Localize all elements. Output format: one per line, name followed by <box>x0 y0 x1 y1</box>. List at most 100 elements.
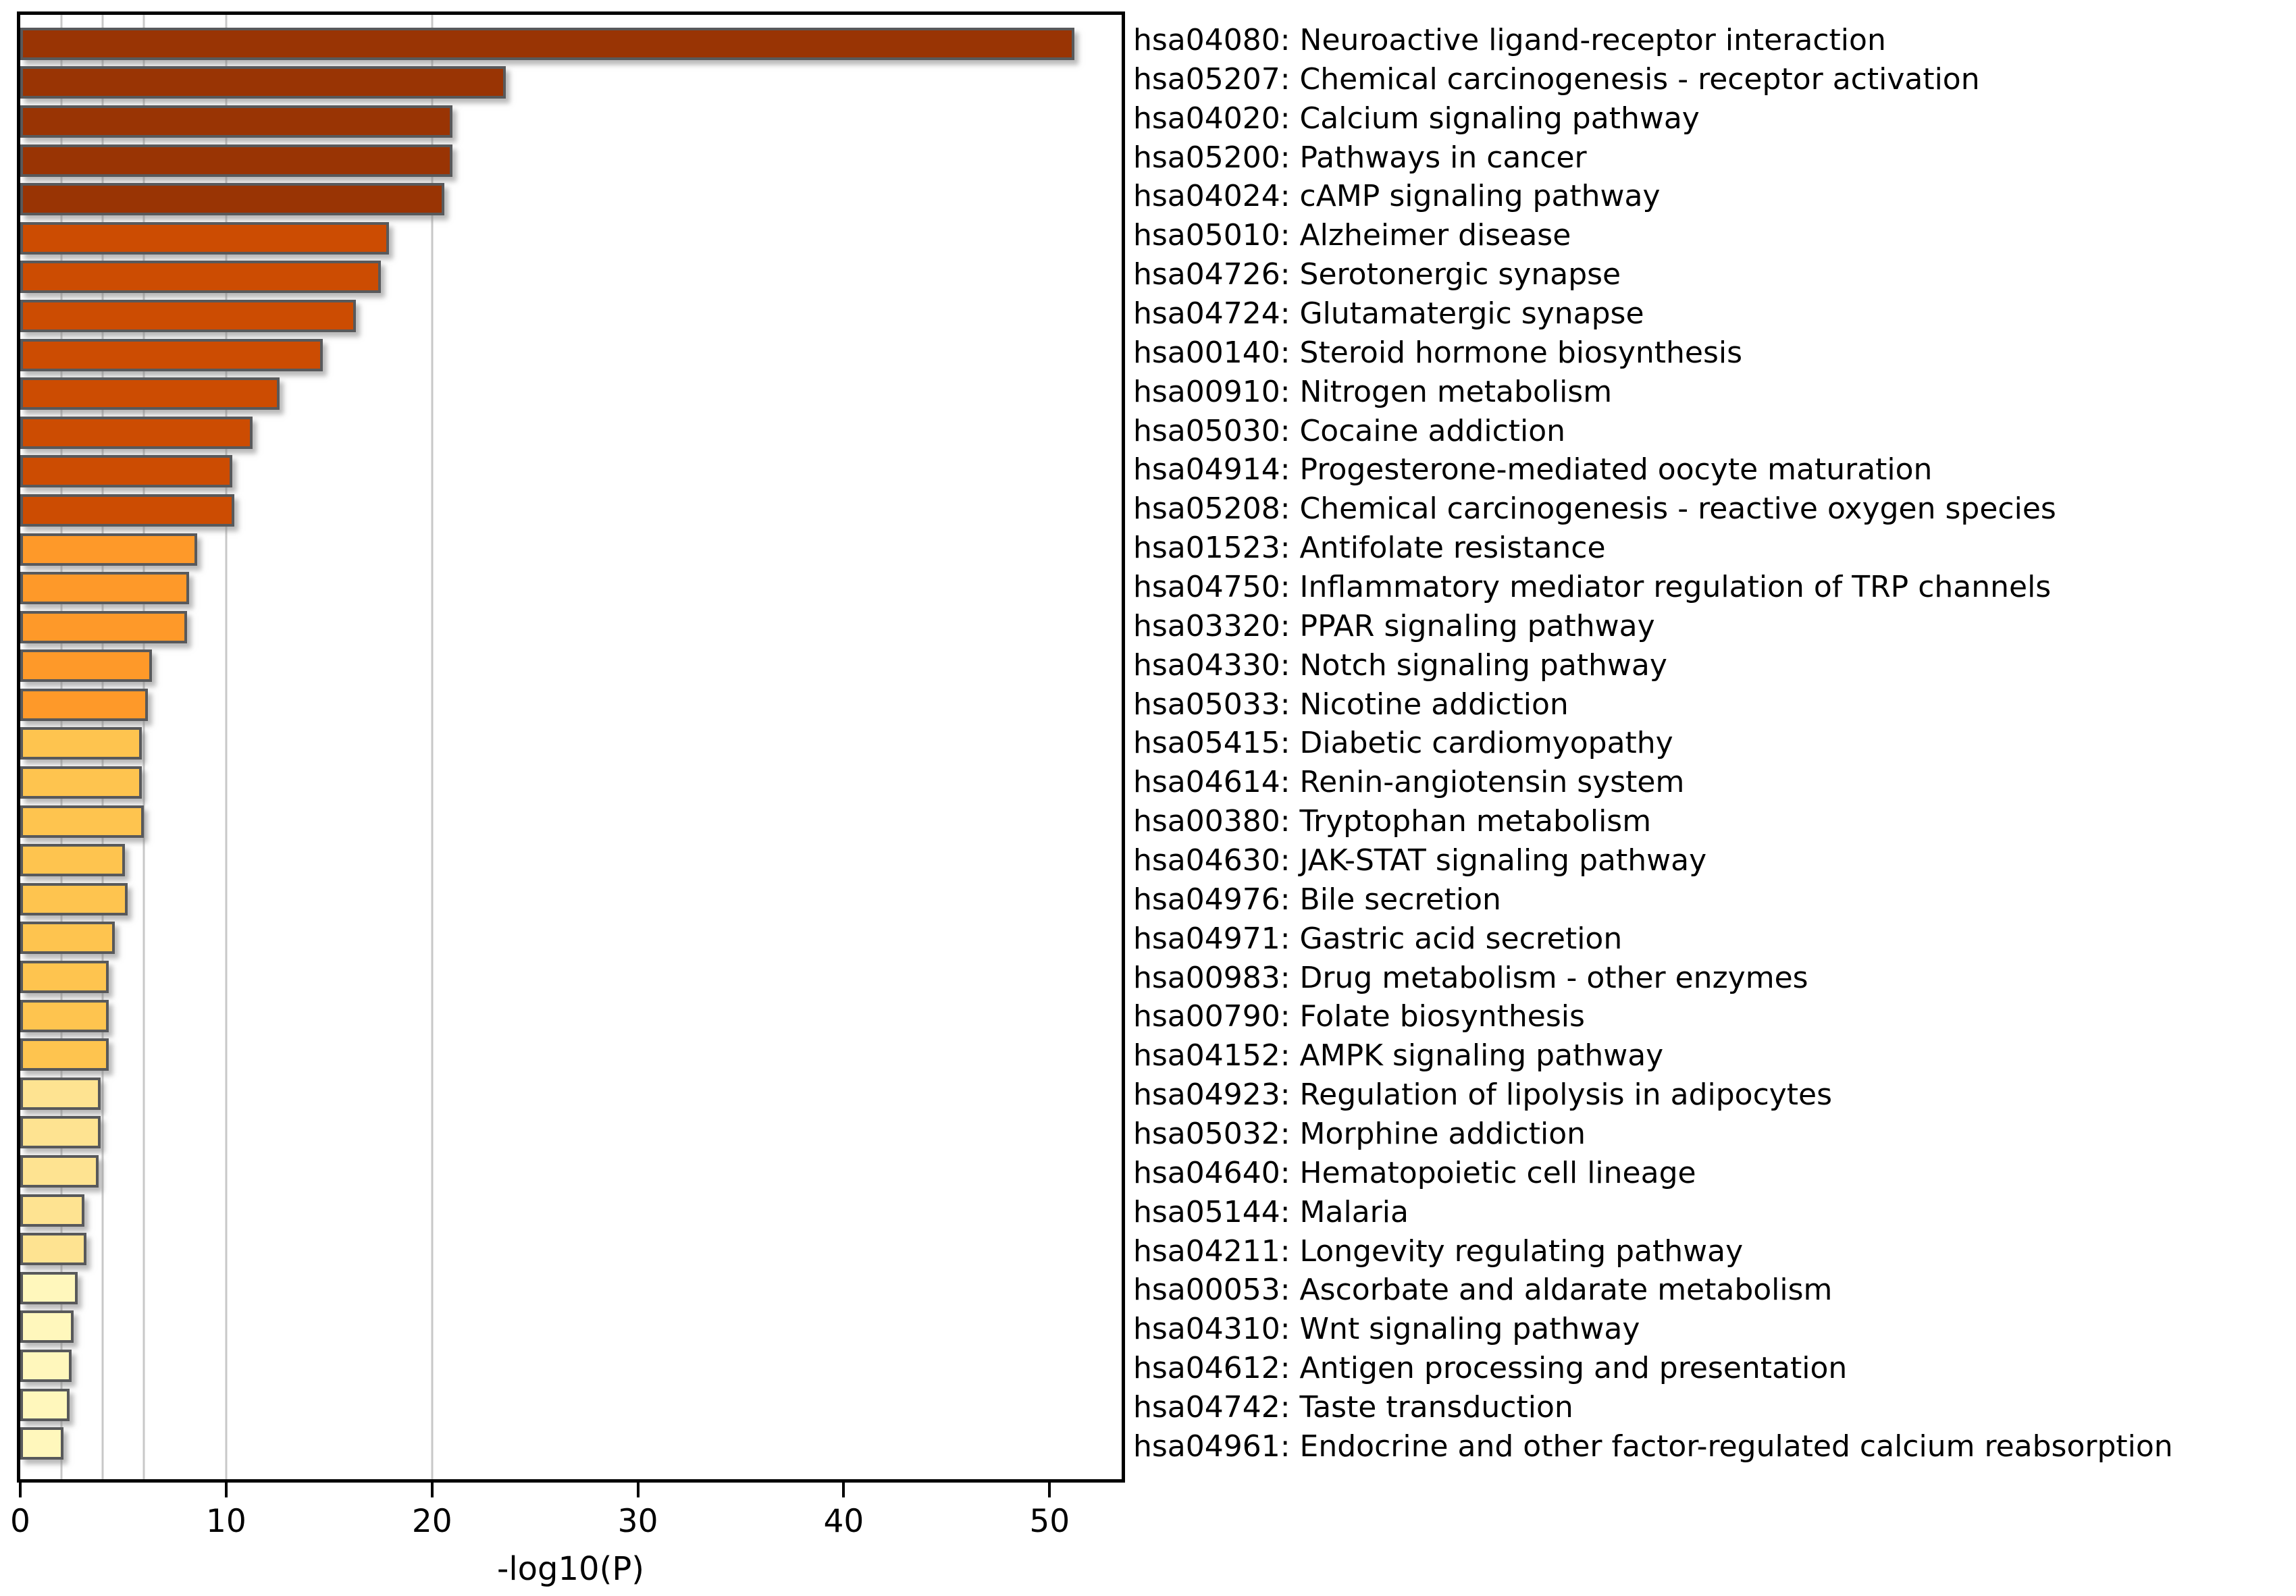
x-tick-label: 20 <box>411 1503 452 1540</box>
bar <box>20 1077 101 1110</box>
bar-row <box>20 1113 1122 1152</box>
bar-row <box>20 880 1122 919</box>
bar <box>20 338 323 371</box>
x-tick-40 <box>842 1483 845 1497</box>
bar-row <box>20 374 1122 413</box>
pathway-label: hsa04640: Hematopoietic cell lineage <box>1133 1155 1696 1190</box>
label-row: hsa04726: Serotonergic synapse <box>1133 255 2296 294</box>
x-tick-label: 30 <box>617 1503 658 1540</box>
pathway-label: hsa04971: Gastric acid secretion <box>1133 921 1623 956</box>
label-row: hsa00380: Tryptophan metabolism <box>1133 802 2296 841</box>
x-tick-label: 10 <box>205 1503 246 1540</box>
label-row: hsa05207: Chemical carcinogenesis - rece… <box>1133 60 2296 99</box>
bar <box>20 183 444 216</box>
bar-row <box>20 608 1122 647</box>
bar-row <box>20 1269 1122 1308</box>
label-row: hsa04971: Gastric acid secretion <box>1133 920 2296 959</box>
label-row: hsa04612: Antigen processing and present… <box>1133 1349 2296 1388</box>
plot-area <box>17 11 1125 1483</box>
bar-row <box>20 802 1122 841</box>
bar <box>20 455 232 488</box>
bar-row <box>20 413 1122 452</box>
pathway-label: hsa04152: AMPK signaling pathway <box>1133 1038 1664 1073</box>
label-row: hsa00910: Nitrogen metabolism <box>1133 373 2296 412</box>
pathway-label: hsa01523: Antifolate resistance <box>1133 531 1606 566</box>
label-row: hsa05200: Pathways in cancer <box>1133 138 2296 178</box>
label-row: hsa04750: Inflammatory mediator regulati… <box>1133 568 2296 607</box>
bar <box>20 1427 64 1460</box>
bar <box>20 1038 109 1071</box>
bar <box>20 1271 78 1304</box>
bar <box>20 572 189 605</box>
bar <box>20 688 148 721</box>
x-tick-30 <box>636 1483 640 1497</box>
pathway-label: hsa04923: Regulation of lipolysis in adi… <box>1133 1078 1833 1113</box>
bar <box>20 610 187 643</box>
pathway-label: hsa00983: Drug metabolism - other enzyme… <box>1133 960 1808 995</box>
bar-row <box>20 452 1122 491</box>
pathway-label: hsa04724: Glutamatergic synapse <box>1133 296 1644 331</box>
bar <box>20 144 453 177</box>
pathway-label: hsa04914: Progesterone-mediated oocyte m… <box>1133 452 1933 487</box>
label-row: hsa00140: Steroid hormone biosynthesis <box>1133 334 2296 373</box>
label-row: hsa04152: AMPK signaling pathway <box>1133 1036 2296 1075</box>
bar <box>20 221 389 255</box>
bar <box>20 299 356 332</box>
bar-row <box>20 219 1122 258</box>
bar-row <box>20 530 1122 569</box>
pathway-label: hsa05010: Alzheimer disease <box>1133 218 1571 253</box>
bar <box>20 27 1074 60</box>
pathway-label: hsa05144: Malaria <box>1133 1194 1409 1229</box>
label-row: hsa00983: Drug metabolism - other enzyme… <box>1133 959 2296 998</box>
x-tick-label: 0 <box>10 1503 30 1540</box>
label-row: hsa05144: Malaria <box>1133 1193 2296 1232</box>
bar-row <box>20 1308 1122 1347</box>
bar-row <box>20 919 1122 958</box>
label-row: hsa04640: Hematopoietic cell lineage <box>1133 1154 2296 1193</box>
pathway-label: hsa04630: JAK-STAT signaling pathway <box>1133 843 1707 878</box>
pathway-label: hsa04211: Longevity regulating pathway <box>1133 1233 1744 1269</box>
pathway-label: hsa04742: Taste transduction <box>1133 1390 1573 1425</box>
label-row: hsa05030: Cocaine addiction <box>1133 412 2296 451</box>
bar <box>20 1194 84 1227</box>
bar <box>20 649 153 683</box>
bar <box>20 377 280 410</box>
bar-row <box>20 647 1122 686</box>
label-row: hsa04976: Bile secretion <box>1133 880 2296 920</box>
bars-column <box>20 15 1122 1479</box>
bar-row <box>20 1152 1122 1191</box>
x-axis-ticks <box>19 1483 1122 1499</box>
pathway-label: hsa04612: Antigen processing and present… <box>1133 1351 1848 1386</box>
x-tick-label: 40 <box>823 1503 864 1540</box>
pathway-label: hsa05032: Morphine addiction <box>1133 1116 1586 1151</box>
bar <box>20 922 115 955</box>
bar <box>20 805 144 838</box>
bar-row <box>20 1346 1122 1385</box>
bar-row <box>20 1074 1122 1113</box>
label-row: hsa04961: Endocrine and other factor-reg… <box>1133 1427 2296 1466</box>
pathway-label: hsa05415: Diabetic cardiomyopathy <box>1133 726 1673 761</box>
bar <box>20 727 142 760</box>
pathway-label: hsa04080: Neuroactive ligand-receptor in… <box>1133 22 1886 57</box>
bar-row <box>20 24 1122 63</box>
bar-row <box>20 724 1122 764</box>
bar <box>20 766 142 799</box>
x-tick-0 <box>19 1483 22 1497</box>
label-row: hsa05415: Diabetic cardiomyopathy <box>1133 724 2296 763</box>
label-row: hsa04310: Wnt signaling pathway <box>1133 1310 2296 1349</box>
label-row: hsa04914: Progesterone-mediated oocyte m… <box>1133 450 2296 489</box>
label-row: hsa04614: Renin-angiotensin system <box>1133 763 2296 802</box>
label-row: hsa00790: Folate biosynthesis <box>1133 997 2296 1036</box>
bar-row <box>20 1229 1122 1269</box>
label-row: hsa05010: Alzheimer disease <box>1133 216 2296 255</box>
bar-row <box>20 568 1122 608</box>
bar <box>20 1349 72 1382</box>
bar-row <box>20 296 1122 336</box>
pathway-label: hsa04750: Inflammatory mediator regulati… <box>1133 569 2052 604</box>
gridline-x-6 <box>142 15 145 1479</box>
bar-row <box>20 957 1122 996</box>
bar <box>20 261 381 294</box>
bar <box>20 416 253 449</box>
pathway-label: hsa00790: Folate biosynthesis <box>1133 999 1585 1034</box>
